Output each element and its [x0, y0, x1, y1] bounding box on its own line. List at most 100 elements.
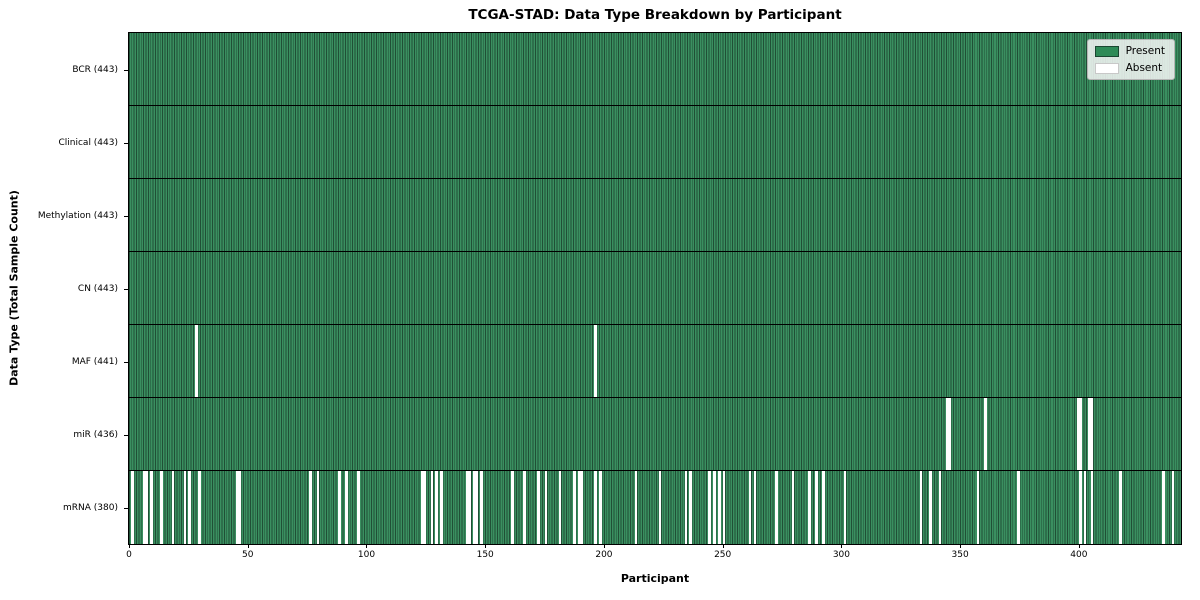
- heatmap-row-mRNA: [129, 471, 1181, 544]
- absent-marker-mRNA-161: [511, 471, 514, 544]
- x-tick-mark: [841, 544, 843, 548]
- absent-marker-mRNA-263: [753, 471, 757, 544]
- absent-marker-mRNA-341: [938, 471, 942, 544]
- y-tick-mark: [124, 215, 128, 217]
- absent-marker-mRNA-402: [1083, 471, 1087, 544]
- x-axis-title: Participant: [620, 572, 690, 585]
- absent-marker-mRNA-145: [473, 471, 476, 544]
- y-tick-label-MAF: MAF (441): [71, 356, 118, 367]
- heatmap-row-BCR: [129, 33, 1181, 106]
- x-tick-label-0: 0: [126, 550, 132, 560]
- absent-marker-mRNA-25: [188, 471, 192, 544]
- absent-marker-mRNA-13: [159, 471, 163, 544]
- heatmap-row-Methylation: [129, 179, 1181, 252]
- heatmap-row-miR: [129, 398, 1181, 471]
- absent-marker-mRNA-91: [345, 471, 348, 544]
- x-tick-label-300: 300: [832, 550, 850, 560]
- absent-marker-mRNA-148: [480, 471, 484, 544]
- absent-marker-mRNA-146: [475, 471, 479, 544]
- heatmap-row-MAF: [129, 325, 1181, 398]
- absent-marker-mRNA-45: [235, 471, 239, 544]
- absent-marker-mRNA-213: [634, 471, 638, 544]
- absent-marker-mRNA-400: [1078, 471, 1082, 544]
- absent-marker-MAF-28: [195, 325, 199, 397]
- absent-marker-mRNA-435: [1162, 471, 1165, 544]
- absent-marker-mRNA-6: [143, 471, 146, 544]
- absent-marker-mRNA-142: [466, 471, 469, 544]
- y-tick-label-Methylation: Methylation (443): [37, 210, 118, 221]
- absent-marker-MAF-196: [594, 325, 598, 397]
- x-tick-mark: [722, 544, 724, 548]
- absent-marker-mRNA-337: [929, 471, 932, 544]
- absent-marker-mRNA-175: [544, 471, 548, 544]
- legend: Present Absent: [1086, 39, 1175, 80]
- legend-label-present: Present: [1125, 45, 1165, 57]
- heatmap-row-Clinical: [129, 106, 1181, 179]
- x-tick-mark: [129, 544, 130, 548]
- absent-marker-mRNA-248: [717, 471, 721, 544]
- legend-label-absent: Absent: [1125, 62, 1163, 74]
- x-tick-label-150: 150: [476, 550, 494, 560]
- absent-marker-mRNA-244: [708, 471, 712, 544]
- absent-marker-mRNA-46: [238, 471, 241, 544]
- absent-marker-mRNA-129: [435, 471, 438, 544]
- absent-marker-mRNA-196: [594, 471, 598, 544]
- absent-marker-mRNA-123: [421, 471, 424, 544]
- absent-marker-mRNA-131: [440, 471, 443, 544]
- absent-marker-mRNA-127: [430, 471, 434, 544]
- absent-marker-mRNA-181: [558, 471, 562, 544]
- y-tick-mark: [124, 361, 128, 363]
- absent-marker-mRNA-143: [468, 471, 472, 544]
- absent-marker-miR-345: [948, 398, 951, 470]
- absent-marker-mRNA-198: [599, 471, 602, 544]
- x-tick-mark: [960, 544, 962, 548]
- plot-area: Present Absent: [128, 32, 1182, 545]
- absent-marker-mRNA-333: [919, 471, 923, 544]
- y-tick-label-Clinical: Clinical (443): [58, 137, 118, 148]
- absent-marker-mRNA-289: [815, 471, 818, 544]
- y-tick-label-BCR: BCR (443): [72, 64, 118, 75]
- y-tick-mark: [124, 434, 128, 436]
- absent-marker-mRNA-23: [183, 471, 187, 544]
- x-tick-label-100: 100: [357, 550, 376, 560]
- absent-marker-mRNA-1: [131, 471, 135, 544]
- absent-marker-mRNA-96: [356, 471, 360, 544]
- absent-marker-mRNA-405: [1090, 471, 1094, 544]
- x-tick-label-400: 400: [1070, 550, 1088, 560]
- absent-marker-miR-404: [1088, 398, 1092, 470]
- absent-marker-mRNA-236: [689, 471, 693, 544]
- absent-marker-mRNA-357: [976, 471, 980, 544]
- y-tick-mark: [124, 69, 128, 71]
- absent-marker-mRNA-292: [822, 471, 826, 544]
- absent-marker-mRNA-246: [713, 471, 716, 544]
- absent-marker-mRNA-234: [684, 471, 688, 544]
- y-tick-mark: [124, 142, 128, 144]
- absent-marker-mRNA-124: [423, 471, 427, 544]
- x-tick-mark: [485, 544, 487, 548]
- y-tick-mark: [124, 288, 128, 290]
- x-tick-label-200: 200: [595, 550, 613, 560]
- absent-marker-mRNA-189: [577, 471, 581, 544]
- absent-marker-mRNA-166: [523, 471, 526, 544]
- absent-marker-mRNA-79: [316, 471, 320, 544]
- absent-marker-mRNA-7: [145, 471, 149, 544]
- legend-swatch-absent-icon: [1094, 62, 1119, 74]
- x-tick-mark: [247, 544, 249, 548]
- absent-marker-miR-344: [945, 398, 949, 470]
- x-tick-mark: [1078, 544, 1080, 548]
- x-tick-label-250: 250: [714, 550, 732, 560]
- absent-marker-mRNA-250: [722, 471, 726, 544]
- absent-marker-mRNA-286: [808, 471, 811, 544]
- absent-marker-mRNA-76: [309, 471, 313, 544]
- absent-marker-mRNA-223: [658, 471, 662, 544]
- x-tick-label-50: 50: [242, 550, 254, 560]
- absent-marker-mRNA-29: [197, 471, 201, 544]
- absent-marker-mRNA-172: [537, 471, 541, 544]
- x-tick-mark: [603, 544, 605, 548]
- absent-marker-mRNA-417: [1119, 471, 1122, 544]
- x-tick-mark: [366, 544, 368, 548]
- legend-item-present: Present: [1094, 45, 1165, 57]
- chart-title: TCGA-STAD: Data Type Breakdown by Partic…: [468, 7, 842, 23]
- heatmap-row-CN: [129, 252, 1181, 325]
